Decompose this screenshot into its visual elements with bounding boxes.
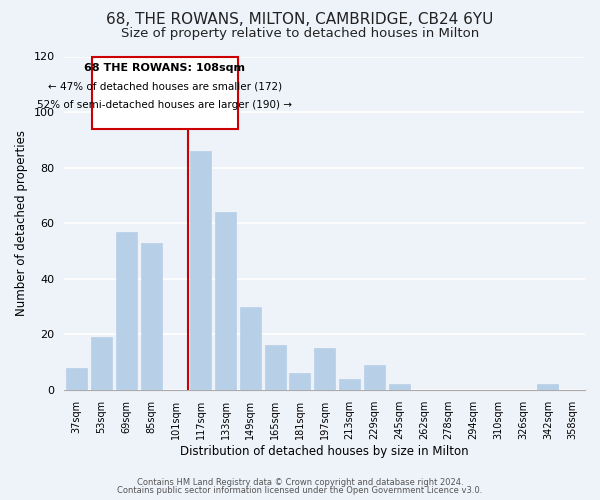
Bar <box>140 242 162 390</box>
Bar <box>389 384 410 390</box>
Bar <box>265 346 286 390</box>
Bar <box>66 368 88 390</box>
Y-axis label: Number of detached properties: Number of detached properties <box>15 130 28 316</box>
Bar <box>116 232 137 390</box>
Text: Contains public sector information licensed under the Open Government Licence v3: Contains public sector information licen… <box>118 486 482 495</box>
Bar <box>289 373 310 390</box>
Bar <box>339 378 360 390</box>
Bar <box>364 365 385 390</box>
Bar <box>537 384 559 390</box>
Text: 68, THE ROWANS, MILTON, CAMBRIDGE, CB24 6YU: 68, THE ROWANS, MILTON, CAMBRIDGE, CB24 … <box>106 12 494 28</box>
Bar <box>314 348 335 390</box>
Text: 68 THE ROWANS: 108sqm: 68 THE ROWANS: 108sqm <box>85 64 245 74</box>
X-axis label: Distribution of detached houses by size in Milton: Distribution of detached houses by size … <box>181 444 469 458</box>
FancyBboxPatch shape <box>92 56 238 128</box>
Bar <box>91 337 112 390</box>
Text: ← 47% of detached houses are smaller (172): ← 47% of detached houses are smaller (17… <box>48 82 282 92</box>
Text: 52% of semi-detached houses are larger (190) →: 52% of semi-detached houses are larger (… <box>37 100 292 110</box>
Text: Size of property relative to detached houses in Milton: Size of property relative to detached ho… <box>121 28 479 40</box>
Text: Contains HM Land Registry data © Crown copyright and database right 2024.: Contains HM Land Registry data © Crown c… <box>137 478 463 487</box>
Bar <box>190 151 211 390</box>
Bar <box>215 212 236 390</box>
Bar <box>240 306 261 390</box>
